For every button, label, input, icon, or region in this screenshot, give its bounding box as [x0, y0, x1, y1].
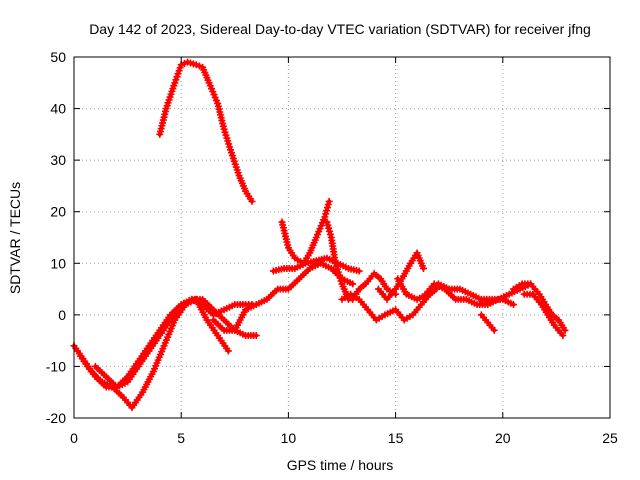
x-tick-label: 15	[388, 430, 404, 446]
data-point	[180, 59, 188, 67]
data-point	[355, 267, 363, 275]
series-arc-3	[91, 295, 260, 391]
series-arc-8	[323, 218, 400, 303]
series-arc-11	[394, 275, 518, 309]
data-point	[248, 197, 256, 205]
data-point	[325, 197, 333, 205]
data-point	[490, 326, 498, 334]
y-tick-label: 50	[50, 49, 66, 65]
chart-title: Day 142 of 2023, Sidereal Day-to-day VTE…	[89, 21, 591, 37]
axis-ticks: 0 5 10 15 20 25 -20 -10 0 10 20 30 40 50	[46, 49, 618, 446]
plot-frame	[73, 56, 611, 419]
data-point	[252, 331, 260, 339]
data-point	[195, 62, 203, 70]
data-point	[561, 326, 569, 334]
x-tick-label: 10	[281, 430, 297, 446]
y-tick-label: -20	[46, 410, 66, 426]
data-point	[419, 264, 427, 272]
data-series	[70, 58, 569, 412]
y-tick-label: 0	[58, 307, 66, 323]
series-arc-2	[76, 295, 232, 412]
x-axis-label: GPS time / hours	[287, 457, 394, 473]
data-point	[510, 301, 518, 309]
x-tick-label: 20	[495, 430, 511, 446]
y-tick-label: -10	[46, 358, 66, 374]
x-tick-label: 5	[177, 430, 185, 446]
series-arc-6	[278, 197, 333, 267]
x-tick-label: 25	[602, 430, 618, 446]
y-tick-label: 10	[50, 255, 66, 271]
series-arc-7	[269, 254, 363, 275]
series-arc-14	[510, 280, 569, 334]
x-tick-label: 0	[70, 430, 78, 446]
series-arc-15	[520, 290, 567, 339]
series-arc-4	[156, 58, 256, 205]
data-point	[224, 347, 232, 355]
y-tick-label: 40	[50, 101, 66, 117]
y-axis-label: SDTVAR / TECUs	[7, 182, 23, 294]
series-arc-5	[209, 259, 357, 334]
data-point	[349, 280, 357, 288]
series-arc-13	[477, 311, 498, 334]
series-arc-10	[374, 249, 427, 303]
y-tick-label: 20	[50, 204, 66, 220]
data-point	[559, 331, 567, 339]
series-line	[211, 261, 355, 333]
y-tick-label: 30	[50, 152, 66, 168]
data-point	[192, 61, 200, 69]
